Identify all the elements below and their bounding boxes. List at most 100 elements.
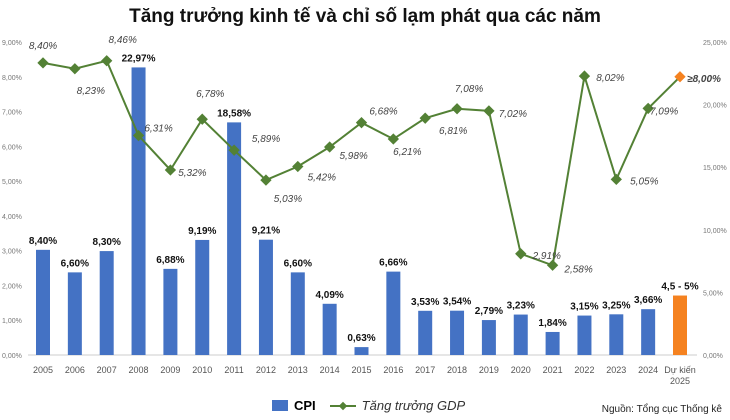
x-tick-label: 2024 (638, 365, 658, 375)
x-tick-label: 2007 (97, 365, 117, 375)
gdp-point (323, 141, 336, 153)
gdp-data-label: 5,98% (339, 151, 367, 162)
gdp-point (515, 248, 527, 260)
x-tick-label: 2011 (224, 365, 243, 375)
left-tick-label: 9,00% (2, 40, 22, 47)
gdp-point (132, 129, 145, 142)
x-tick-label: 2021 (543, 365, 563, 375)
gdp-point (37, 57, 49, 69)
gdp-data-label: 6,68% (369, 107, 397, 118)
source-note: Nguồn: Tổng cục Thống kê (601, 404, 722, 415)
cpi-bar (673, 295, 687, 355)
x-tick-label: 2008 (129, 365, 149, 375)
cpi-bar (386, 271, 401, 355)
cpi-data-label: 6,66% (379, 258, 407, 269)
right-tick-label: 15,00% (703, 165, 727, 172)
right-tick-label: 5,00% (703, 290, 723, 297)
gdp-point (228, 144, 240, 156)
cpi-data-label: 1,84% (538, 318, 566, 329)
gdp-data-label: 6,78% (196, 89, 224, 100)
gdp-data-label: 8,40% (29, 41, 57, 52)
gdp-data-label: 6,21% (393, 147, 421, 158)
gdp-data-label: 5,05% (630, 176, 658, 187)
gdp-point (292, 160, 304, 173)
cpi-data-label: 6,60% (61, 258, 89, 269)
legend: CPI Tăng trưởng GDP (272, 398, 465, 413)
gdp-point (419, 112, 431, 124)
gdp-point (101, 55, 113, 67)
cpi-data-label: 3,53% (411, 297, 439, 308)
right-tick-label: 25,00% (703, 40, 727, 47)
gdp-data-label: 5,03% (274, 194, 302, 205)
x-tick-label: 2014 (320, 365, 340, 375)
cpi-data-label: 4,5 - 5% (661, 282, 698, 293)
gdp-data-label: 8,23% (77, 86, 105, 97)
x-tick-label: 2025 (670, 376, 690, 386)
x-tick-label: 2010 (192, 365, 212, 375)
cpi-data-label: 8,40% (29, 236, 57, 247)
x-tick-label: 2018 (447, 365, 467, 375)
cpi-data-label: 22,97% (122, 53, 156, 64)
gdp-data-label: 5,89% (252, 134, 280, 145)
cpi-bar (195, 239, 210, 355)
x-tick-label: 2015 (351, 365, 371, 375)
cpi-data-label: 3,15% (570, 302, 598, 313)
x-tick-label: 2020 (511, 365, 531, 375)
legend-gdp-label: Tăng trưởng GDP (361, 398, 466, 413)
cpi-bar (481, 320, 496, 355)
cpi-bar (450, 310, 465, 355)
cpi-bar (322, 303, 337, 355)
left-tick-label: 7,00% (2, 110, 22, 117)
x-tick-label: 2012 (256, 365, 276, 375)
gdp-data-label: 6,81% (439, 126, 467, 137)
cpi-bar (290, 272, 305, 355)
legend-cpi-swatch (272, 400, 288, 411)
cpi-data-label: 3,23% (507, 301, 535, 312)
left-tick-label: 1,00% (2, 318, 22, 325)
cpi-bar (258, 239, 273, 355)
gdp-data-label: 8,46% (109, 35, 137, 46)
legend-gdp-marker (329, 401, 356, 410)
gdp-point (260, 174, 272, 186)
cpi-bar (36, 249, 50, 355)
gdp-point (483, 105, 495, 117)
x-tick-label: 2005 (33, 365, 53, 375)
right-tick-label: 10,00% (703, 228, 727, 235)
x-tick-label: 2016 (383, 365, 403, 375)
cpi-data-label: 4,09% (315, 290, 343, 301)
cpi-bar (641, 309, 656, 355)
cpi-data-label: 3,25% (602, 300, 630, 311)
gdp-point (546, 259, 559, 271)
gdp-data-label: 8,02% (596, 73, 624, 84)
cpi-data-label: 9,19% (188, 226, 216, 237)
gdp-point (451, 103, 463, 115)
left-tick-label: 6,00% (2, 144, 22, 151)
gdp-point (69, 63, 81, 75)
gdp-data-label: 2,91% (532, 251, 561, 262)
left-tick-label: 4,00% (2, 214, 22, 221)
gdp-data-label: 5,32% (178, 168, 206, 179)
cpi-bar (227, 122, 242, 355)
cpi-bar (163, 268, 178, 355)
cpi-bar (418, 310, 433, 355)
cpi-bar (131, 67, 146, 356)
left-tick-label: 3,00% (2, 249, 22, 256)
x-tick-label: 2022 (574, 365, 594, 375)
chart-title: Tăng trưởng kinh tế và chỉ số lạm phát q… (129, 6, 601, 27)
gdp-data-label: 7,09% (650, 106, 678, 117)
gdp-data-label: ≥8,00% (687, 74, 721, 85)
cpi-data-label: 6,60% (284, 258, 312, 269)
x-tick-label: 2019 (479, 365, 499, 375)
gdp-point (578, 70, 591, 82)
x-tick-label: 2009 (160, 365, 180, 375)
x-tick-label: 2023 (606, 365, 626, 375)
legend-cpi-label: CPI (294, 398, 316, 413)
cpi-data-label: 3,66% (634, 295, 662, 306)
x-tick-label: Dự kiến (664, 365, 696, 375)
cpi-bar (609, 314, 624, 355)
cpi-data-label: 6,88% (156, 255, 184, 266)
gdp-point (164, 164, 177, 176)
gdp-data-label: 7,02% (499, 109, 527, 120)
